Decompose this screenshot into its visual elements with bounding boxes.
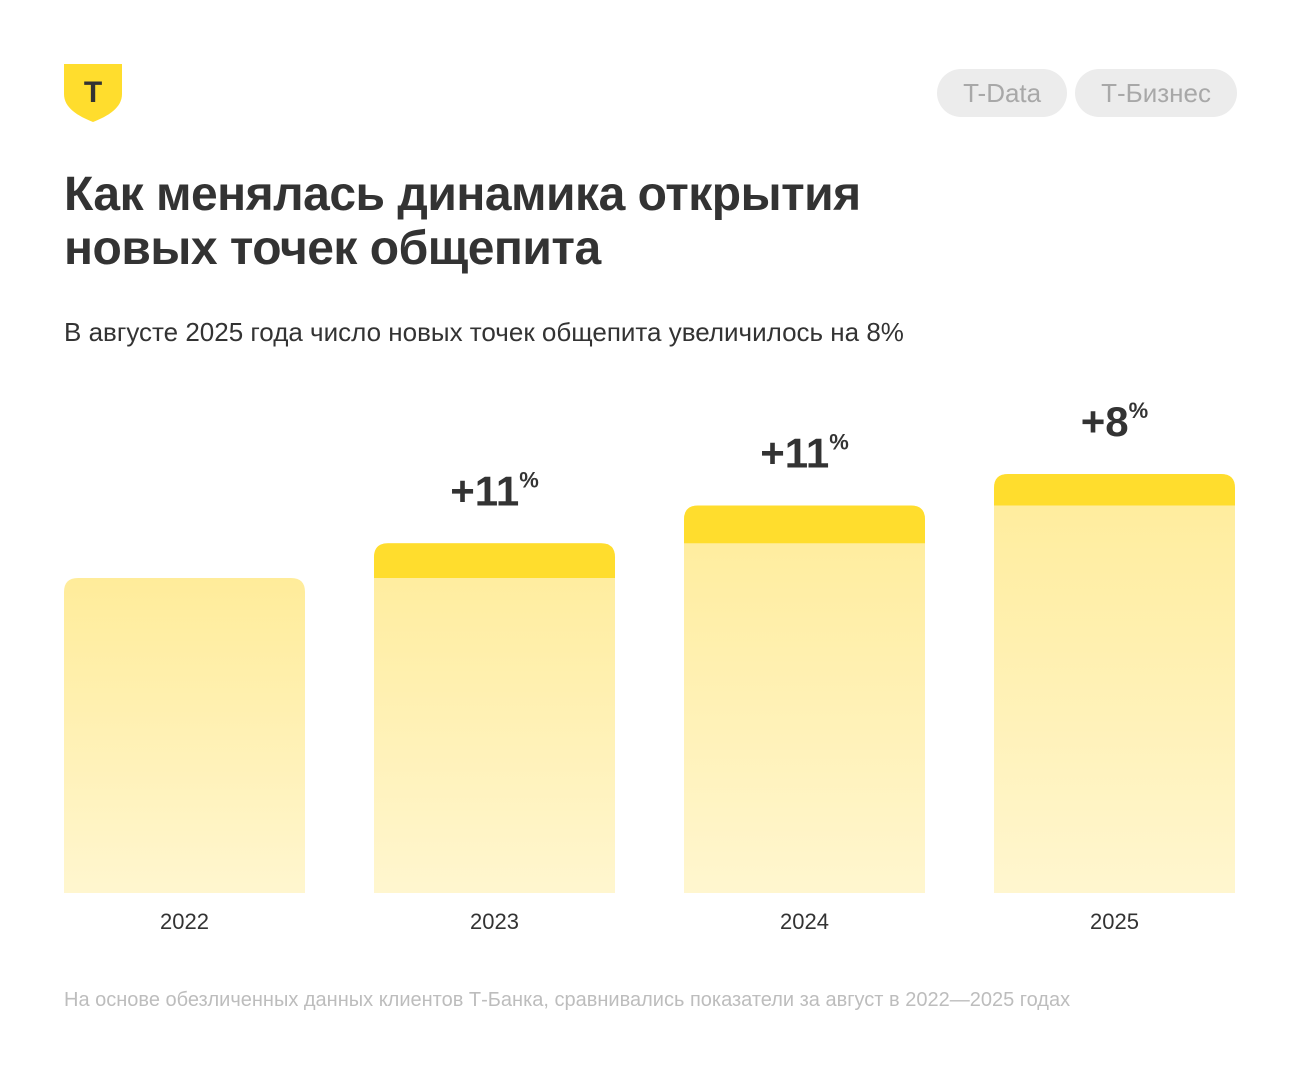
- bar-growth-2024: [684, 505, 925, 544]
- bar-2022: [64, 577, 305, 893]
- bar-2023: [374, 543, 615, 893]
- bar-growth-2025: [994, 474, 1235, 506]
- growth-unit-2025: %: [1129, 398, 1149, 423]
- bar-2025: [994, 474, 1235, 893]
- bar-2024: [684, 505, 925, 893]
- x-tick-2022: 2022: [160, 909, 209, 934]
- growth-unit-2024: %: [829, 430, 849, 455]
- tag-t-business[interactable]: Т-Бизнес: [1075, 69, 1237, 117]
- bar-growth-2023: [374, 543, 615, 578]
- tag-group: T-Data Т-Бизнес: [937, 69, 1237, 117]
- logo-letter: Т: [84, 76, 102, 109]
- growth-label-2025: +8%: [1081, 398, 1148, 445]
- page-subtitle: В августе 2025 года число новых точек об…: [64, 317, 904, 347]
- growth-unit-2023: %: [519, 467, 539, 492]
- tag-t-data[interactable]: T-Data: [937, 69, 1068, 117]
- t-bank-logo: Т: [64, 64, 122, 122]
- page-title: Как менялась динамика открытия новых точ…: [64, 168, 1064, 276]
- title-line-1: Как менялась динамика открытия: [64, 168, 861, 221]
- x-tick-2023: 2023: [470, 909, 519, 934]
- footnote: На основе обезличенных данных клиентов Т…: [64, 989, 1071, 1011]
- x-tick-2025: 2025: [1090, 909, 1139, 934]
- x-tick-2024: 2024: [780, 909, 829, 934]
- growth-label-2024: +11%: [760, 430, 849, 477]
- growth-label-2023: +11%: [450, 467, 539, 514]
- title-line-2: новых точек общепита: [64, 222, 601, 275]
